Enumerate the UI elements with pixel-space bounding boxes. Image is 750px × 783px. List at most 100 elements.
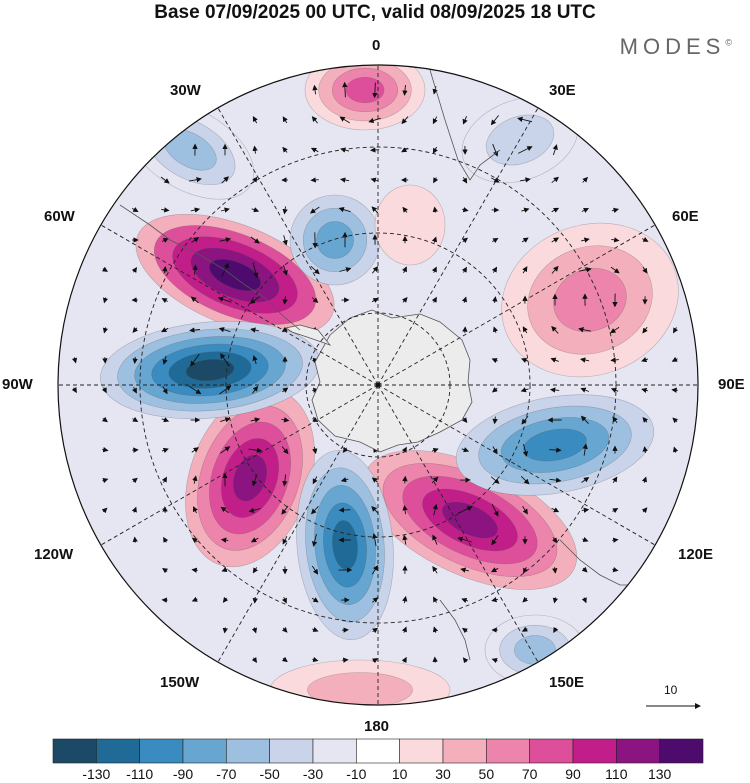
wind-arrow: [340, 477, 349, 483]
wind-arrow: [578, 327, 592, 333]
wind-arrow: [312, 476, 318, 485]
meridian-line: [100, 384, 379, 546]
wind-arrow: [492, 386, 498, 393]
wind-arrow: [162, 386, 168, 395]
wind-arrow: [433, 596, 439, 603]
anomaly-contour: [514, 635, 556, 665]
colorbar-tick-label: -70: [216, 766, 237, 782]
wind-arrow: [368, 117, 381, 124]
lon-label-120w: 120W: [34, 546, 74, 563]
wind-arrow: [281, 326, 288, 332]
copyright-mark: ©: [725, 37, 732, 48]
wind-arrow: [189, 327, 201, 333]
wind-arrow: [580, 357, 590, 363]
wind-arrow: [641, 476, 648, 483]
wind-arrow: [642, 266, 648, 274]
wind-arrow: [222, 596, 229, 603]
wind-arrow: [252, 145, 258, 154]
wind-arrow: [281, 656, 288, 663]
colorbar-swatch: [616, 738, 660, 764]
wind-arrow: [309, 206, 320, 214]
wind-arrow: [401, 116, 409, 125]
wind-arrow: [281, 446, 289, 455]
wind-arrow: [311, 116, 318, 124]
latitude-circle: [225, 232, 531, 538]
wind-arrow: [612, 566, 619, 573]
wind-arrow: [431, 236, 438, 243]
wind-arrow: [370, 147, 380, 153]
brand-text: MODES: [619, 34, 726, 59]
colorbar-swatch: [52, 738, 97, 764]
wind-arrow: [491, 358, 498, 364]
wind-arrow: [312, 626, 319, 632]
wind-arrow: [161, 327, 169, 333]
wind-arrow: [551, 207, 560, 213]
colorbar-swatch: [182, 738, 227, 764]
wind-arrow: [131, 386, 137, 394]
wind-arrow: [611, 207, 619, 213]
wind-arrow: [642, 417, 649, 423]
wind-arrow: [338, 207, 351, 213]
wind-arrow: [461, 627, 468, 634]
map-title: Base 07/09/2025 00 UTC, valid 08/09/2025…: [154, 2, 596, 23]
wind-arrow: [160, 176, 170, 184]
wind-arrow: [431, 296, 437, 303]
colorbar-tick-label: 70: [521, 766, 538, 782]
wind-arrow: [282, 116, 288, 124]
colorbar-swatch: [659, 738, 704, 764]
wind-arrow: [550, 357, 559, 363]
wind-arrow: [339, 267, 352, 273]
wind-arrow: [402, 266, 407, 274]
wind-arrow: [221, 566, 228, 572]
wind-arrow: [282, 235, 288, 246]
wind-arrow: [551, 265, 559, 274]
africa-coast: [429, 69, 501, 181]
wind-arrow: [310, 265, 320, 275]
wind-arrow: [371, 565, 379, 575]
wind-arrow: [222, 627, 228, 634]
colorbar-tick-label: -110: [126, 766, 154, 782]
wind-arrow: [310, 147, 319, 153]
anomaly-contour: [374, 184, 446, 266]
wind-arrow: [191, 447, 199, 453]
wind-arrow: [432, 566, 438, 574]
wind-arrow: [522, 266, 528, 274]
wind-arrow: [252, 355, 258, 365]
wind-arrow: [249, 296, 260, 304]
wind-arrow: [220, 446, 231, 454]
wind-arrow: [220, 506, 229, 514]
wind-arrow: [192, 475, 198, 484]
wind-arrow: [672, 417, 679, 424]
colorbar-swatch: [399, 738, 444, 764]
wind-arrow: [220, 207, 230, 213]
wind-arrow: [551, 325, 559, 334]
wind-arrow: [671, 387, 678, 393]
colorbar-tick-label: 90: [565, 766, 581, 782]
wind-arrow: [372, 627, 379, 634]
wind-arrow: [490, 115, 499, 126]
colorbar-swatch: [356, 738, 400, 764]
wind-arrow: [132, 416, 139, 422]
wind-arrow: [220, 417, 231, 423]
colorbar-swatch: [312, 738, 357, 764]
anomaly-contour: [232, 454, 268, 502]
wind-arrow: [282, 296, 288, 305]
wind-arrow: [71, 387, 77, 394]
wind-arrow: [549, 447, 562, 453]
colorbar-swatch: [486, 738, 530, 764]
antarctica: [311, 309, 473, 453]
wind-arrow: [219, 237, 232, 243]
wind-arrow: [462, 237, 469, 244]
wind-arrow: [372, 82, 378, 99]
wind-arrow: [521, 415, 529, 425]
wind-arrow: [642, 326, 648, 334]
wind-arrow: [191, 596, 198, 602]
wind-arrow: [460, 567, 470, 573]
wind-arrow: [191, 537, 198, 544]
wind-arrow: [582, 536, 589, 542]
wind-arrow: [372, 266, 379, 274]
new-zealand-coast: [439, 599, 471, 661]
lon-label-90e: 90E: [718, 376, 745, 393]
wind-arrow: [191, 567, 198, 573]
wind-arrow: [101, 416, 108, 423]
